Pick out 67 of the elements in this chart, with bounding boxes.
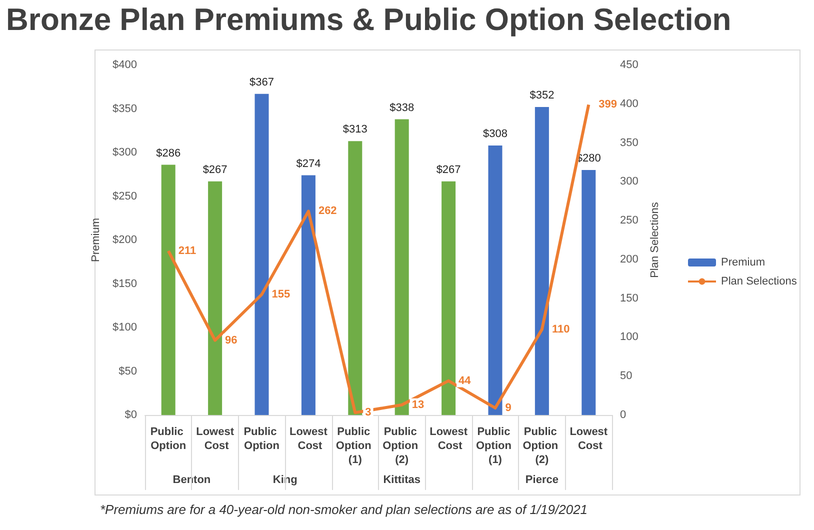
bar [301,175,316,415]
y-tick-label: $400 [112,59,137,71]
data-label: 96 [225,334,238,346]
y2-tick-label: 250 [620,214,638,227]
data-label: 211 [178,244,196,257]
bar [348,141,362,415]
y2-tick-label: 450 [620,59,638,71]
y2-tick-label: 100 [620,331,638,344]
y-tick-label: $300 [112,146,137,158]
y2-tick-label: 150 [620,292,638,304]
y-tick-label: $50 [118,365,137,378]
bar [254,94,269,415]
bar [161,164,176,415]
data-label: $286 [156,147,181,160]
y2-tick-label: 350 [620,136,638,149]
x-tick-label: Public Option (2) [382,426,422,466]
chart-title: Bronze Plan Premiums & Public Option Selection [6,2,732,37]
x-tick-label: Lowest Cost [570,426,608,452]
x-tick-label: Public Option [244,426,280,452]
bar [208,181,222,415]
bar [488,146,502,415]
data-label: $338 [390,102,414,114]
data-label: $267 [202,164,228,176]
text: *Premiums are for a 40-year-old non-smoker and plan selections are as of 1/19/2021 [100,502,588,517]
legend-label: Plan Selections [721,276,798,288]
data-label: 399 [598,98,618,111]
data-label: $274 [296,158,321,170]
data-label: 110 [552,323,570,336]
data-label: 9 [505,402,512,414]
y-tick-label: $0 [124,409,137,421]
y-tick-label: $100 [112,322,137,334]
x-tick-label: Public Option [150,426,186,452]
legend-label: Premium [721,256,766,268]
data-label: 155 [272,288,290,300]
data-label: $367 [250,76,274,88]
y-tick-label: $250 [112,190,137,202]
x-tick-label: Lowest Cost [430,426,468,452]
y-tick-label: $150 [112,278,137,290]
y2-tick-label: 0 [620,409,626,421]
x-tick-label: Public Option (1) [336,426,374,466]
y2-tick-label: 400 [620,98,638,110]
y-tick-label: $350 [112,102,137,115]
bar [394,119,409,415]
y2-axis-title: Plan Selections [648,202,661,278]
data-label: 262 [318,205,337,218]
bar [534,107,549,415]
data-label: $313 [342,124,368,136]
text: Kittitas [383,474,420,486]
text: Pierce [525,474,558,486]
x-tick-label: Public Option (2) [522,426,562,466]
x-tick-label: Lowest Cost [289,426,328,452]
y2-tick-label: 300 [620,176,638,188]
x-tick-label: Lowest Cost [196,426,234,452]
data-label: 44 [458,374,472,387]
text: Benton [172,474,211,486]
bar [442,181,456,415]
data-label: 13 [412,398,424,411]
data-label: $352 [530,90,554,102]
bar [582,170,596,415]
y2-tick-label: 50 [620,370,632,382]
y2-tick-label: 200 [620,253,638,266]
y-axis-title: Premium [90,218,102,262]
data-label: $308 [483,128,508,140]
y-tick-label: $200 [112,234,137,246]
data-label: $267 [436,164,461,176]
data-label: 3 [365,406,372,419]
x-tick-label: Public Option (1) [476,426,514,466]
